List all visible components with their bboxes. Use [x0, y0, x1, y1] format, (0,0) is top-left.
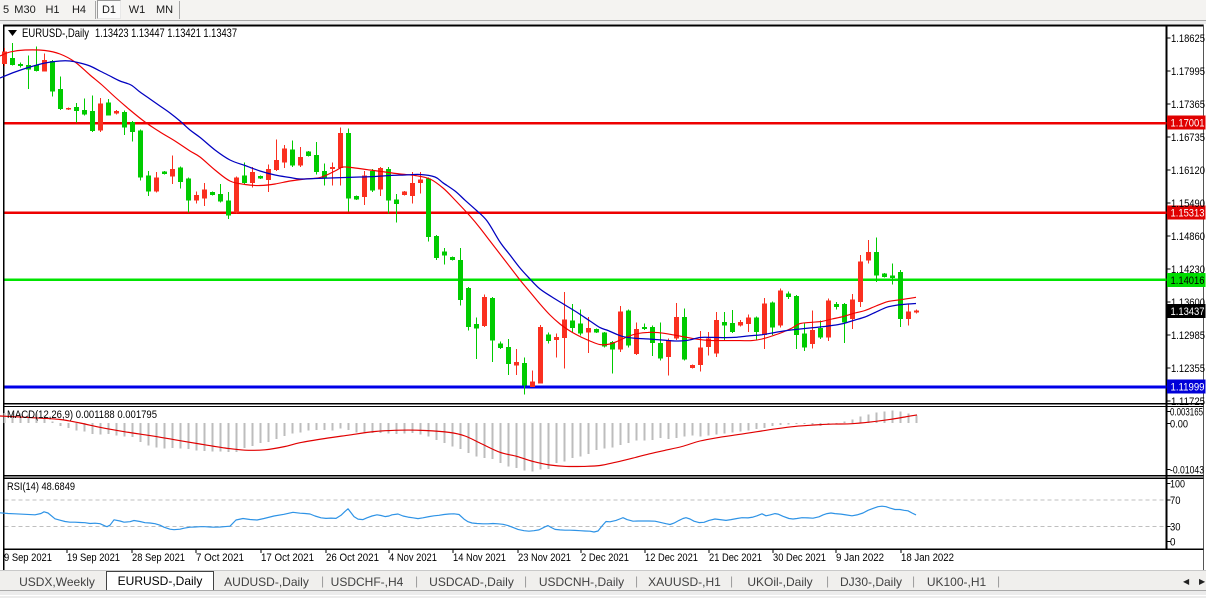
svg-text:21 Dec 2021: 21 Dec 2021 — [709, 552, 762, 564]
svg-text:100: 100 — [1170, 479, 1185, 491]
svg-text:1.16735: 1.16735 — [1171, 132, 1205, 144]
svg-text:1.15313: 1.15313 — [1171, 208, 1205, 220]
svg-text:1.12355: 1.12355 — [1171, 363, 1205, 375]
svg-text:1.15490: 1.15490 — [1171, 198, 1205, 210]
svg-text:12 Dec 2021: 12 Dec 2021 — [645, 552, 698, 564]
svg-text:MACD(12,26,9) 0.001188 0.00179: MACD(12,26,9) 0.001188 0.001795 — [7, 409, 157, 421]
svg-text:1.14016: 1.14016 — [1171, 275, 1205, 287]
svg-text:7 Oct 2021: 7 Oct 2021 — [196, 552, 244, 564]
svg-text:1.17995: 1.17995 — [1171, 66, 1205, 78]
svg-text:18 Jan 2022: 18 Jan 2022 — [901, 552, 954, 564]
svg-text:9 Jan 2022: 9 Jan 2022 — [836, 552, 884, 564]
svg-text:1.14230: 1.14230 — [1171, 264, 1205, 276]
svg-text:30: 30 — [1170, 522, 1181, 534]
svg-text:19 Sep 2021: 19 Sep 2021 — [67, 552, 120, 564]
svg-text:1.11999: 1.11999 — [1171, 382, 1205, 394]
svg-text:0.00: 0.00 — [1170, 419, 1188, 431]
svg-text:1.13423 1.13447 1.13421 1.1343: 1.13423 1.13447 1.13421 1.13437 — [95, 26, 237, 40]
svg-text:1.18625: 1.18625 — [1171, 33, 1205, 45]
svg-text:14 Nov 2021: 14 Nov 2021 — [453, 552, 506, 564]
svg-text:26 Oct 2021: 26 Oct 2021 — [326, 552, 379, 564]
svg-text:1.17001: 1.17001 — [1171, 118, 1205, 130]
svg-text:1.17365: 1.17365 — [1171, 99, 1205, 111]
svg-text:1.13437: 1.13437 — [1171, 306, 1205, 318]
svg-text:2 Dec 2021: 2 Dec 2021 — [581, 552, 629, 564]
svg-text:1.14860: 1.14860 — [1171, 231, 1205, 243]
svg-text:0: 0 — [1170, 537, 1176, 549]
svg-text:23 Nov 2021: 23 Nov 2021 — [518, 552, 571, 564]
svg-text:-0.01043: -0.01043 — [1170, 465, 1204, 477]
svg-text:28 Sep 2021: 28 Sep 2021 — [132, 552, 185, 564]
svg-text:1.11725: 1.11725 — [1171, 396, 1205, 408]
svg-text:1.16120: 1.16120 — [1171, 165, 1205, 177]
svg-text:70: 70 — [1170, 495, 1181, 507]
svg-text:9 Sep 2021: 9 Sep 2021 — [4, 552, 52, 564]
svg-text:4 Nov 2021: 4 Nov 2021 — [389, 552, 437, 564]
svg-text:EURUSD-,Daily: EURUSD-,Daily — [22, 26, 89, 40]
svg-text:1.12985: 1.12985 — [1171, 330, 1205, 342]
svg-text:17 Oct 2021: 17 Oct 2021 — [261, 552, 314, 564]
svg-text:30 Dec 2021: 30 Dec 2021 — [773, 552, 826, 564]
svg-text:RSI(14) 48.6849: RSI(14) 48.6849 — [7, 481, 75, 493]
svg-text:1.13600: 1.13600 — [1171, 297, 1205, 309]
svg-text:0.003165: 0.003165 — [1170, 407, 1203, 419]
